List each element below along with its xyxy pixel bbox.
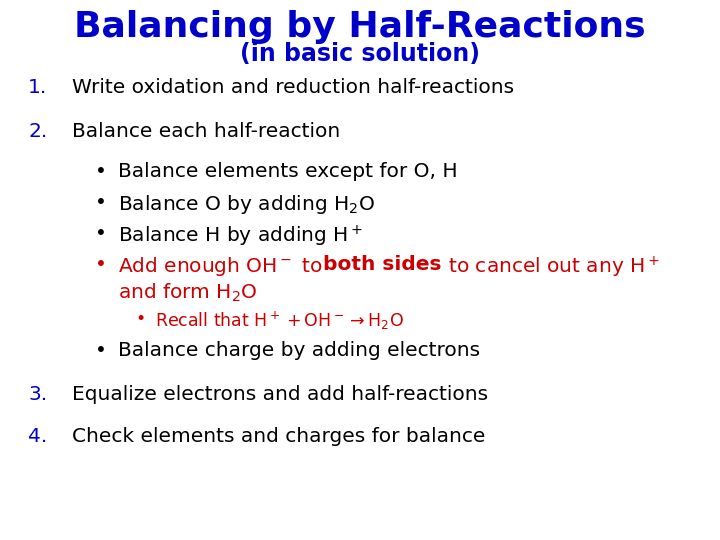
Text: (in basic solution): (in basic solution) — [240, 42, 480, 66]
Text: •: • — [135, 310, 145, 328]
Text: Add enough $\mathregular{OH^-}$ to: Add enough $\mathregular{OH^-}$ to — [118, 255, 323, 278]
Text: Balance elements except for O, H: Balance elements except for O, H — [118, 162, 458, 181]
Text: Write oxidation and reduction half-reactions: Write oxidation and reduction half-react… — [72, 78, 514, 97]
Text: •: • — [95, 255, 107, 274]
Text: •: • — [95, 224, 107, 243]
Text: to cancel out any $\mathregular{H^+}$: to cancel out any $\mathregular{H^+}$ — [442, 255, 660, 280]
Text: 1.: 1. — [28, 78, 48, 97]
Text: Balance each half-reaction: Balance each half-reaction — [72, 122, 341, 141]
Text: •: • — [95, 162, 107, 181]
Text: •: • — [95, 341, 107, 360]
Text: Balancing by Half-Reactions: Balancing by Half-Reactions — [74, 10, 646, 44]
Text: and form $\mathregular{H_2O}$: and form $\mathregular{H_2O}$ — [118, 282, 258, 305]
Text: both sides: both sides — [323, 255, 442, 274]
Text: 3.: 3. — [28, 385, 47, 404]
Text: Check elements and charges for balance: Check elements and charges for balance — [72, 427, 485, 446]
Text: Balance H by adding $\mathregular{H^+}$: Balance H by adding $\mathregular{H^+}$ — [118, 224, 363, 249]
Text: 2.: 2. — [28, 122, 48, 141]
Text: Balance charge by adding electrons: Balance charge by adding electrons — [118, 341, 480, 360]
Text: 4.: 4. — [28, 427, 48, 446]
Text: Recall that $\mathregular{H^+ + OH^- \rightarrow H_2O}$: Recall that $\mathregular{H^+ + OH^- \ri… — [155, 310, 404, 332]
Text: Equalize electrons and add half-reactions: Equalize electrons and add half-reaction… — [72, 385, 488, 404]
Text: Balance O by adding $\mathregular{H_2O}$: Balance O by adding $\mathregular{H_2O}$ — [118, 193, 375, 216]
Text: •: • — [95, 193, 107, 212]
